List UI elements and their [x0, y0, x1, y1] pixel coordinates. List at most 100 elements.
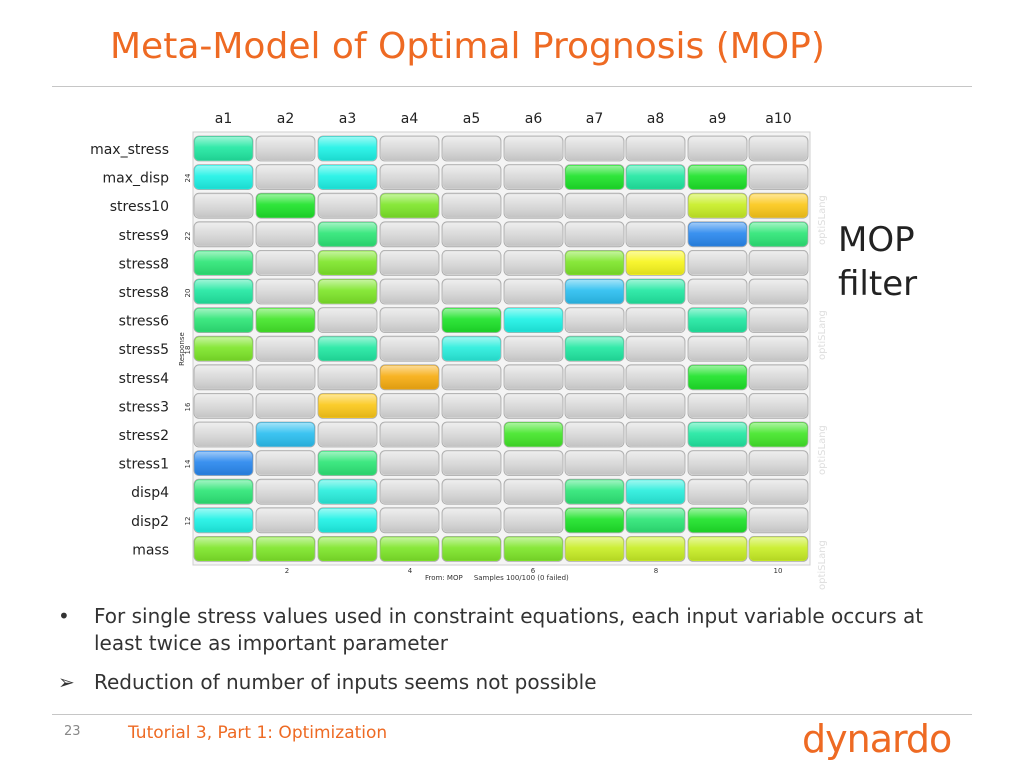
matrix-cell [317, 164, 378, 191]
matrix-cell [687, 478, 748, 505]
arrow-bullet-icon: ➢ [58, 670, 75, 694]
cell-gloss [627, 165, 684, 189]
matrix-cell [255, 478, 316, 505]
cell-gloss [257, 222, 314, 246]
cell-gloss [443, 137, 500, 160]
matrix-cell [748, 192, 809, 219]
matrix-cell [748, 478, 809, 505]
row-label: max_stress [90, 142, 169, 158]
matrix-cell [687, 221, 748, 248]
cell-gloss [505, 537, 562, 561]
cell-gloss [257, 251, 314, 275]
cell-gloss [257, 194, 314, 218]
bullet-text: Reduction of number of inputs seems not … [94, 670, 597, 694]
cell-gloss [505, 423, 562, 446]
matrix-cell [625, 164, 686, 191]
matrix-cell [255, 364, 316, 391]
row-label: stress8 [119, 285, 169, 301]
matrix-cell [441, 307, 502, 334]
matrix-cell [564, 478, 625, 505]
y-tick-label: 18 [184, 346, 192, 355]
matrix-cell [379, 307, 440, 334]
cell-gloss [750, 337, 807, 361]
matrix-cell [564, 421, 625, 448]
matrix-cell [255, 536, 316, 562]
y-axis-ticks: 24 22 20 18 16 14 12 [184, 173, 192, 525]
cell-gloss [627, 137, 684, 160]
matrix-cell [379, 278, 440, 305]
title-divider [52, 86, 972, 87]
cell-gloss [689, 337, 746, 361]
matrix-cell [687, 507, 748, 534]
matrix-cell [379, 478, 440, 505]
matrix-cell [317, 536, 378, 562]
cell-gloss [750, 280, 807, 303]
matrix-cell [379, 507, 440, 534]
matrix-cell [255, 278, 316, 305]
matrix-cell [441, 364, 502, 391]
matrix-cell [503, 278, 564, 305]
cell-gloss [257, 508, 314, 532]
cell-gloss [319, 194, 376, 218]
matrix-cell [625, 278, 686, 305]
row-label: stress10 [110, 199, 169, 215]
cell-gloss [381, 480, 438, 504]
cell-gloss [319, 308, 376, 332]
matrix-cell [503, 507, 564, 534]
row-labels: max_stress max_disp stress10 stress9 stress8… [90, 142, 169, 558]
cell-gloss [257, 165, 314, 189]
cell-gloss [443, 423, 500, 446]
cell-gloss [566, 165, 623, 189]
cell-gloss [257, 337, 314, 361]
cell-gloss [566, 451, 623, 475]
cell-gloss [381, 137, 438, 160]
cell-gloss [627, 423, 684, 446]
matrix-cell [193, 307, 254, 334]
bullet-item: • For single stress values used in const… [58, 603, 958, 657]
matrix-cell [441, 221, 502, 248]
cell-gloss [443, 337, 500, 361]
cell-gloss [381, 508, 438, 532]
matrix-cell [193, 507, 254, 534]
cell-gloss [319, 423, 376, 446]
logo-wordmark: dynardo [802, 718, 951, 761]
cell-gloss [566, 508, 623, 532]
bullet-item: ➢ Reduction of number of inputs seems no… [58, 669, 958, 696]
cell-gloss [381, 537, 438, 561]
matrix-cell [255, 135, 316, 162]
matrix-cell [255, 307, 316, 334]
cell-gloss [505, 222, 562, 246]
mop-filter-label: MOP filter [838, 218, 917, 306]
cell-gloss [505, 508, 562, 532]
matrix-cell [625, 192, 686, 219]
cell-gloss [566, 137, 623, 160]
cell-gloss [319, 222, 376, 246]
matrix-cell [564, 536, 625, 562]
matrix-cell [503, 221, 564, 248]
cell-gloss [689, 280, 746, 303]
cell-gloss [257, 137, 314, 160]
matrix-cell [441, 249, 502, 276]
matrix-cell [503, 192, 564, 219]
cell-gloss [319, 480, 376, 504]
cell-gloss [689, 365, 746, 389]
cell-gloss [381, 165, 438, 189]
matrix-cell [564, 192, 625, 219]
cell-gloss [319, 280, 376, 303]
cell-gloss [443, 165, 500, 189]
matrix-cell [317, 335, 378, 362]
row-label: max_disp [103, 171, 170, 187]
cell-gloss [381, 337, 438, 361]
matrix-cell [317, 507, 378, 534]
matrix-cell [317, 221, 378, 248]
cell-gloss [566, 308, 623, 332]
matrix-cell [193, 450, 254, 477]
matrix-cell [441, 278, 502, 305]
matrix-cell [317, 450, 378, 477]
cell-gloss [257, 423, 314, 446]
watermark-text: optiSLang [817, 310, 828, 360]
y-tick-label: 24 [184, 173, 192, 182]
cell-gloss [566, 365, 623, 389]
cell-gloss [505, 365, 562, 389]
cell-gloss [443, 394, 500, 418]
